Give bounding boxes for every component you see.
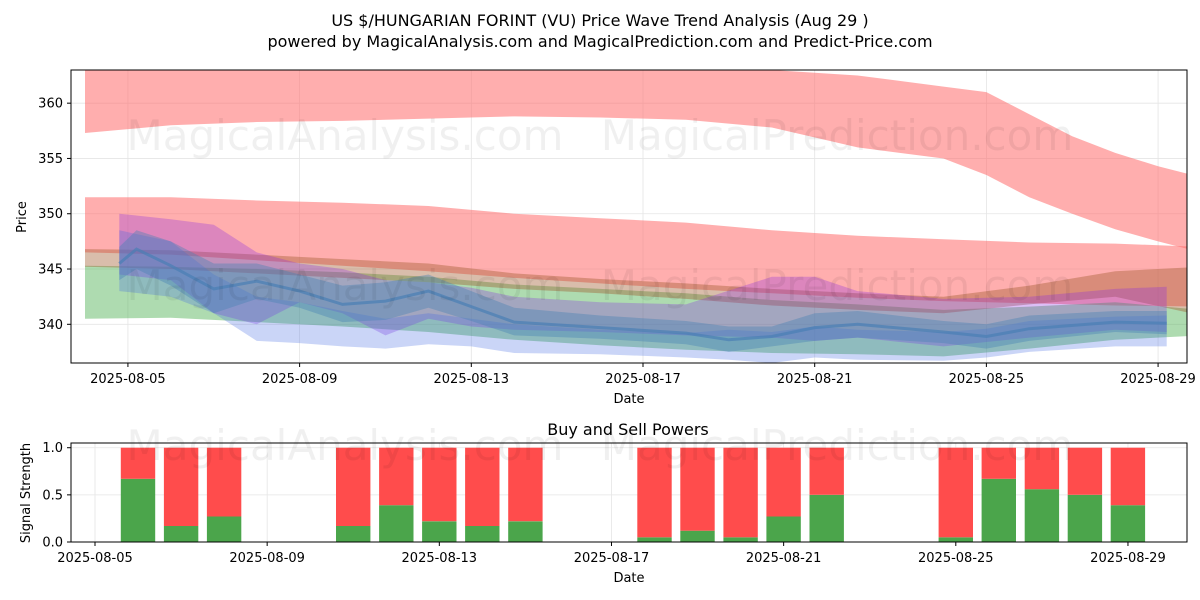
sell-bar bbox=[336, 447, 371, 526]
price-axes-frame bbox=[70, 69, 1188, 364]
price-band-6 bbox=[119, 230, 1167, 352]
sell-bar bbox=[120, 447, 156, 479]
buy-bar bbox=[206, 516, 242, 542]
price-x-tick-label: 2025-08-21 bbox=[777, 372, 853, 387]
sell-bar bbox=[766, 447, 801, 517]
buy-bar bbox=[379, 505, 414, 542]
price-watermark: MagicalAnalysis.com MagicalPrediction.com… bbox=[127, 111, 1074, 310]
buy-bar bbox=[1024, 489, 1060, 542]
sell-bar bbox=[637, 447, 672, 538]
sell-bar bbox=[723, 447, 758, 538]
signal-watermark: MagicalAnalysis.com MagicalPrediction.com bbox=[127, 421, 1074, 470]
price-x-tick-label: 2025-08-09 bbox=[262, 372, 338, 387]
watermark-text: MagicalPrediction.com bbox=[601, 111, 1074, 160]
price-y-tick-label: 350 bbox=[38, 207, 63, 222]
buy-bar bbox=[766, 516, 801, 542]
signal-x-axis-label: Date bbox=[613, 571, 644, 586]
chart-title: US $/HUNGARIAN FORINT (VU) Price Wave Tr… bbox=[331, 11, 868, 30]
price-y-axis-label: Price bbox=[15, 201, 30, 233]
buy-bar bbox=[981, 478, 1016, 542]
price-chart: MagicalAnalysis.com MagicalPrediction.com… bbox=[15, 69, 1196, 407]
chart-subtitle: powered by MagicalAnalysis.com and Magic… bbox=[267, 32, 932, 51]
sell-bar bbox=[938, 447, 973, 538]
sell-bar bbox=[379, 447, 414, 506]
price-band-3 bbox=[85, 249, 1187, 314]
signal-x-tick-label: 2025-08-17 bbox=[574, 551, 650, 566]
signal-y-tick-label: 1.0 bbox=[42, 441, 63, 456]
signal-chart-title: Buy and Sell Powers bbox=[547, 420, 709, 439]
sell-bar bbox=[508, 447, 543, 522]
price-band-2 bbox=[85, 265, 1187, 357]
price-x-tick-label: 2025-08-29 bbox=[1120, 372, 1196, 387]
buy-bar bbox=[1067, 494, 1103, 542]
price-x-ticks: 2025-08-05 2025-08-09 2025-08-13 2025-08-17… bbox=[90, 363, 1196, 387]
signal-x-tick-label: 2025-08-09 bbox=[229, 551, 305, 566]
price-band-4 bbox=[119, 213, 1167, 347]
signal-y-axis-label: Signal Strength bbox=[19, 443, 34, 543]
signal-y-ticks: 0.0 0.5 1.0 bbox=[42, 441, 71, 551]
sell-bar bbox=[981, 447, 1016, 479]
price-line-0 bbox=[118, 247, 1167, 342]
price-y-tick-label: 355 bbox=[38, 152, 63, 167]
buy-bar bbox=[723, 537, 758, 542]
signal-x-tick-label: 2025-08-25 bbox=[918, 551, 994, 566]
price-x-tick-label: 2025-08-17 bbox=[605, 372, 681, 387]
buy-bar bbox=[422, 521, 457, 542]
buy-bar bbox=[938, 537, 973, 542]
signal-x-ticks: 2025-08-05 2025-08-09 2025-08-13 2025-08-17… bbox=[57, 542, 1166, 566]
buy-bar bbox=[163, 526, 199, 542]
price-band-1 bbox=[85, 197, 1187, 307]
buy-bar bbox=[1110, 505, 1146, 542]
sell-bar bbox=[809, 447, 844, 495]
signal-x-tick-label: 2025-08-05 bbox=[57, 551, 133, 566]
watermark-text: MagicalAnalysis.com bbox=[127, 261, 564, 310]
price-x-tick-label: 2025-08-25 bbox=[949, 372, 1025, 387]
sell-bar bbox=[680, 447, 715, 531]
signal-x-tick-label: 2025-08-21 bbox=[746, 551, 822, 566]
buy-bar bbox=[120, 478, 156, 542]
price-y-tick-label: 340 bbox=[38, 318, 63, 333]
buy-bar bbox=[680, 530, 715, 542]
watermark-text: MagicalAnalysis.com bbox=[127, 111, 564, 160]
sell-bar bbox=[465, 447, 500, 526]
sell-bar bbox=[1110, 447, 1146, 506]
price-bands bbox=[85, 70, 1187, 363]
price-y-tick-label: 345 bbox=[38, 263, 63, 278]
price-band-5 bbox=[119, 230, 1167, 363]
signal-chart: Buy and Sell Powers MagicalAnalysis.com M… bbox=[19, 420, 1188, 586]
price-x-tick-label: 2025-08-13 bbox=[434, 372, 510, 387]
watermark-text: MagicalAnalysis.com bbox=[127, 421, 564, 470]
buy-bar bbox=[336, 526, 371, 542]
sell-bar bbox=[1067, 447, 1103, 495]
buy-bar bbox=[809, 494, 844, 542]
price-lines bbox=[118, 247, 1167, 342]
sell-bar bbox=[206, 447, 242, 517]
sell-bar bbox=[163, 447, 199, 526]
price-x-axis-label: Date bbox=[613, 392, 644, 407]
watermark-text: MagicalPrediction.com bbox=[601, 261, 1074, 310]
signal-x-tick-label: 2025-08-29 bbox=[1090, 551, 1166, 566]
price-y-ticks: 340 345 350 355 360 bbox=[38, 97, 71, 333]
buy-bar bbox=[465, 526, 500, 542]
sell-bar bbox=[422, 447, 457, 522]
signal-y-tick-label: 0.0 bbox=[42, 536, 63, 551]
buy-bar bbox=[637, 537, 672, 542]
signal-x-tick-label: 2025-08-13 bbox=[402, 551, 478, 566]
buy-bar bbox=[508, 521, 543, 542]
sell-bar bbox=[1024, 447, 1060, 490]
signal-y-tick-label: 0.5 bbox=[42, 488, 63, 503]
price-band-0 bbox=[85, 70, 1187, 249]
watermark-text: MagicalPrediction.com bbox=[601, 421, 1074, 470]
price-y-tick-label: 360 bbox=[38, 97, 63, 112]
signal-bars bbox=[120, 447, 1146, 542]
signal-axes-frame bbox=[70, 442, 1188, 543]
price-x-tick-label: 2025-08-05 bbox=[90, 372, 166, 387]
